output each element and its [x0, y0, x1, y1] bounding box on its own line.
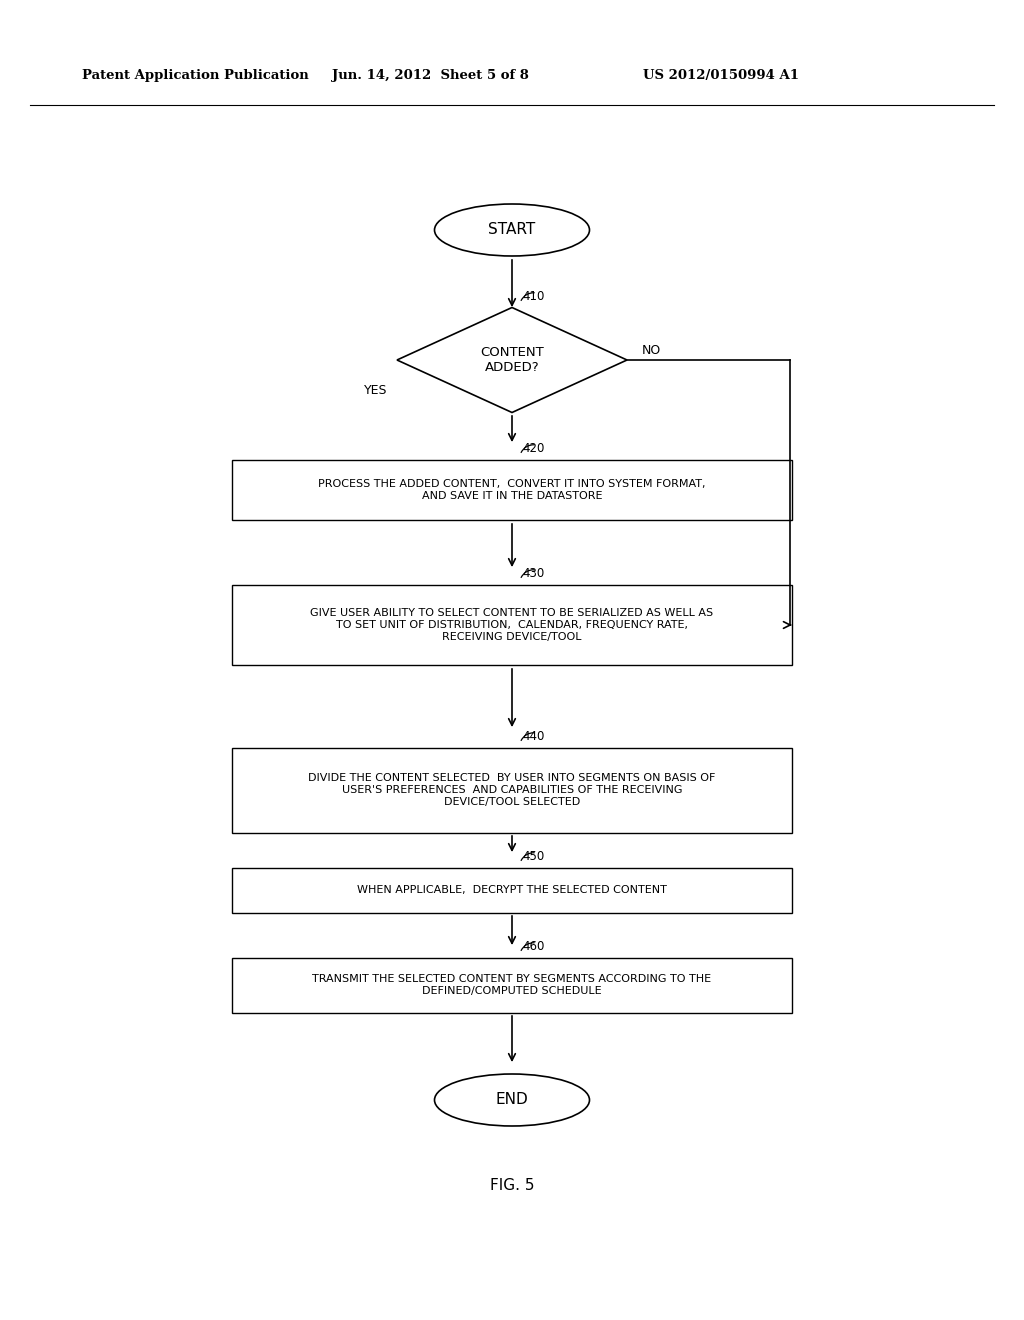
Text: 440: 440 — [522, 730, 545, 743]
Text: 410: 410 — [522, 290, 545, 304]
Text: 460: 460 — [522, 940, 545, 953]
Text: START: START — [488, 223, 536, 238]
Text: 430: 430 — [522, 568, 544, 579]
Bar — [232, 867, 792, 912]
Text: YES: YES — [364, 384, 387, 396]
Bar — [232, 585, 792, 665]
Text: FIG. 5: FIG. 5 — [489, 1177, 535, 1192]
Text: PROCESS THE ADDED CONTENT,  CONVERT IT INTO SYSTEM FORMAT,
AND SAVE IT IN THE DA: PROCESS THE ADDED CONTENT, CONVERT IT IN… — [318, 479, 706, 500]
Text: END: END — [496, 1093, 528, 1107]
Text: NO: NO — [642, 343, 662, 356]
Text: GIVE USER ABILITY TO SELECT CONTENT TO BE SERIALIZED AS WELL AS
TO SET UNIT OF D: GIVE USER ABILITY TO SELECT CONTENT TO B… — [310, 609, 714, 642]
Text: Jun. 14, 2012  Sheet 5 of 8: Jun. 14, 2012 Sheet 5 of 8 — [332, 69, 528, 82]
Text: CONTENT
ADDED?: CONTENT ADDED? — [480, 346, 544, 374]
Text: US 2012/0150994 A1: US 2012/0150994 A1 — [643, 69, 799, 82]
Text: DIVIDE THE CONTENT SELECTED  BY USER INTO SEGMENTS ON BASIS OF
USER'S PREFERENCE: DIVIDE THE CONTENT SELECTED BY USER INTO… — [308, 774, 716, 807]
Bar — [232, 747, 792, 833]
Bar — [232, 459, 792, 520]
Text: 420: 420 — [522, 442, 545, 455]
Text: TRANSMIT THE SELECTED CONTENT BY SEGMENTS ACCORDING TO THE
DEFINED/COMPUTED SCHE: TRANSMIT THE SELECTED CONTENT BY SEGMENT… — [312, 974, 712, 995]
Text: WHEN APPLICABLE,  DECRYPT THE SELECTED CONTENT: WHEN APPLICABLE, DECRYPT THE SELECTED CO… — [357, 884, 667, 895]
Bar — [232, 957, 792, 1012]
Text: Patent Application Publication: Patent Application Publication — [82, 69, 308, 82]
Text: 450: 450 — [522, 850, 544, 863]
